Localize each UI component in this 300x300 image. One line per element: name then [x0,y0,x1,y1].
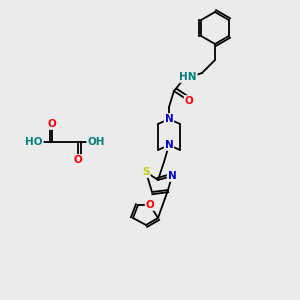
Text: O: O [74,155,82,165]
Text: S: S [142,167,150,177]
Text: HO: HO [25,137,43,147]
Text: N: N [168,171,176,181]
Text: N: N [165,114,173,124]
Text: OH: OH [87,137,105,147]
Text: O: O [146,200,154,210]
Text: O: O [48,119,56,129]
Text: HN: HN [179,72,197,82]
Text: N: N [165,140,173,150]
Text: O: O [184,96,194,106]
